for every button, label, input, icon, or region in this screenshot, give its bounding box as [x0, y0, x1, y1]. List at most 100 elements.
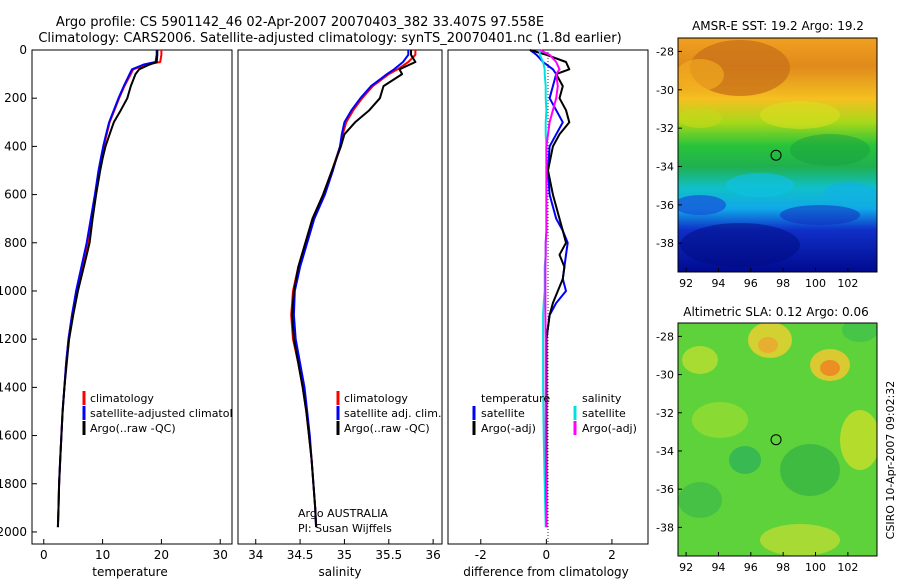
generation-timestamp: CSIRO 10-Apr-2007 09:02:32	[884, 381, 897, 540]
depth-tick-label: 1400	[0, 380, 27, 394]
salinity-panel: 34 34.5 35 35.5 36 salinity climatology sate…	[237, 49, 443, 579]
temperature-tick-label: 10	[95, 548, 110, 562]
sla-high-patch	[820, 360, 840, 376]
sst-warm-patch	[678, 59, 724, 91]
temperature-tick-label: 0	[40, 548, 48, 562]
difference-panel: -2 0 2 difference from climatology tempera…	[447, 49, 649, 579]
map-lat-label: -34	[656, 445, 674, 458]
depth-tick-label: 200	[4, 91, 27, 105]
map-lon-label: 96	[744, 277, 758, 290]
sla-map-frame	[677, 322, 878, 557]
temperature-axis-ticks: 0 10 20 30	[40, 539, 228, 562]
difference-legend: temperature satellite Argo(-adj) salinit…	[472, 392, 637, 435]
salinity-lines	[290, 50, 417, 528]
sst-map-title: AMSR-E SST: 19.2 Argo: 19.2	[692, 19, 864, 33]
map-lon-label: 100	[805, 561, 826, 574]
salinity-tick-label: 35	[337, 548, 352, 562]
depth-tick-label: 2000	[0, 525, 27, 539]
sla-map-axis-ticks: 92 94 96 98 100 102 -28 -30 -32 -34 -36 -38	[656, 330, 858, 574]
legend-label-temp-satellite: satellite	[481, 407, 525, 420]
sst-blue-patch	[678, 195, 726, 215]
map-lat-label: -32	[656, 122, 674, 135]
series-line-argo-raw-qc-	[291, 50, 417, 528]
depth-tick-label: 1600	[0, 429, 27, 443]
temperature-tick-label: 30	[213, 548, 228, 562]
legend-label-climatology: climatology	[90, 392, 154, 405]
sla-high-patch	[692, 402, 748, 438]
map-lon-label: 92	[679, 277, 693, 290]
map-lat-label: -38	[656, 521, 674, 534]
temperature-lines	[56, 50, 163, 528]
legend-label-sal-satellite: satellite	[582, 407, 626, 420]
title-line-1: Argo profile: CS 5901142_46 02-Apr-2007 …	[56, 15, 544, 30]
title-line-2: Climatology: CARS2006. Satellite-adjuste…	[38, 31, 621, 46]
temperature-plot-frame	[31, 49, 233, 545]
legend-label-climatology: climatology	[344, 392, 408, 405]
series-line-salinity-argo-adj-	[539, 49, 561, 528]
legend-label-temp-argo: Argo(-adj)	[481, 422, 536, 435]
map-lat-label: -30	[656, 84, 674, 97]
map-lon-label: 98	[776, 561, 790, 574]
temperature-panel: 0 200 400 600 800 1000 1200 1400 1600 1800 2000 0 1…	[0, 43, 453, 579]
map-lon-label: 102	[837, 277, 858, 290]
sst-yellow-patch	[760, 101, 840, 129]
legend-label-argo: Argo(..raw -QC)	[344, 422, 430, 435]
map-lat-label: -30	[656, 369, 674, 382]
depth-tick-label: 0	[19, 43, 27, 57]
difference-xlabel: difference from climatology	[463, 565, 629, 579]
salinity-tick-label: 35.5	[375, 548, 402, 562]
depth-tick-label: 600	[4, 188, 27, 202]
series-line-temperature-argo-adj-	[529, 49, 571, 528]
sst-heatmap	[678, 38, 877, 272]
map-lon-label: 94	[711, 277, 725, 290]
difference-tick-label: -2	[475, 548, 487, 562]
depth-tick-label: 1800	[0, 477, 27, 491]
salinity-legend: climatology satellite adj. clim. Argo(..…	[336, 391, 441, 435]
difference-axis-ticks: -2 0 2	[475, 539, 616, 562]
legend-header-salinity: salinity	[582, 392, 622, 405]
temperature-tick-label: 20	[154, 548, 169, 562]
sst-blue-patch	[780, 205, 860, 225]
legend-label-sal-argo: Argo(-adj)	[582, 422, 637, 435]
salinity-tick-label: 34.5	[287, 548, 314, 562]
sla-argo-position-marker	[770, 434, 782, 446]
sla-low-patch	[678, 482, 722, 518]
map-lat-label: -28	[656, 45, 674, 58]
difference-lines	[529, 49, 571, 528]
map-lat-label: -38	[656, 237, 674, 250]
salinity-axis-ticks: 34 34.5 35 35.5 36	[248, 539, 441, 562]
temperature-legend-clip	[233, 395, 238, 425]
sla-heatmap	[678, 323, 877, 556]
series-line-argo-raw-qc-	[56, 50, 159, 528]
map-lat-label: -36	[656, 483, 674, 496]
sla-map-panel: Altimetric SLA: 0.12 Argo: 0.06 92 94 96 98…	[656, 305, 878, 574]
temperature-legend: climatology satellite-adjusted climatolo…	[82, 391, 253, 435]
sla-map-title: Altimetric SLA: 0.12 Argo: 0.06	[683, 305, 868, 319]
sst-green-patch	[790, 134, 870, 166]
sst-map-panel: AMSR-E SST: 19.2 Argo: 19.2 92 94 96 98 100 1…	[656, 19, 878, 290]
map-lat-label: -28	[656, 330, 674, 343]
depth-tick-label: 1000	[0, 284, 27, 298]
depth-tick-label: 400	[4, 139, 27, 153]
difference-tick-label: 0	[543, 548, 551, 562]
pi-label: PI: Susan Wijffels	[298, 522, 392, 535]
salinity-plot-frame	[237, 49, 443, 545]
salinity-tick-label: 34	[248, 548, 263, 562]
temperature-xlabel: temperature	[92, 565, 167, 579]
legend-label-satellite-adj: satellite adj. clim.	[344, 407, 441, 420]
sla-high-patch	[840, 410, 877, 470]
sst-map-frame	[677, 37, 878, 273]
map-lat-label: -34	[656, 161, 674, 174]
sst-yellow-patch	[678, 108, 722, 128]
sst-argo-position-marker	[770, 149, 782, 161]
salinity-xlabel: salinity	[318, 565, 361, 579]
map-lon-label: 96	[744, 561, 758, 574]
map-lat-label: -36	[656, 199, 674, 212]
float-program-label: Argo AUSTRALIA	[298, 507, 388, 520]
depth-tick-label: 800	[4, 236, 27, 250]
sla-high-patch	[758, 337, 778, 353]
depth-tick-label: 1200	[0, 332, 27, 346]
map-lon-label: 102	[837, 561, 858, 574]
sla-high-patch	[682, 346, 718, 374]
